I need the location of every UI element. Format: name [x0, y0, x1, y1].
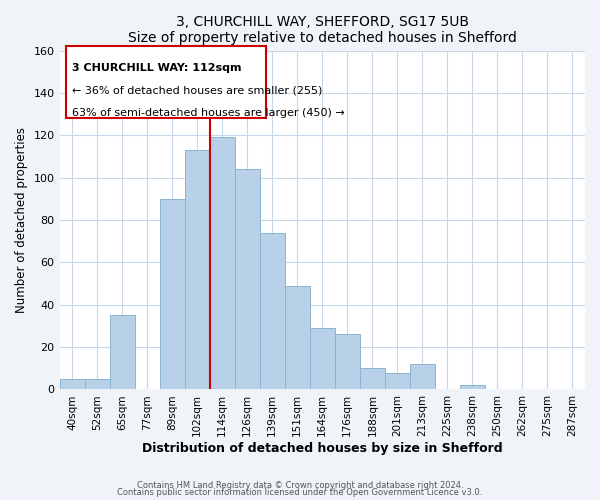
Y-axis label: Number of detached properties: Number of detached properties [15, 127, 28, 313]
Text: 63% of semi-detached houses are larger (450) →: 63% of semi-detached houses are larger (… [71, 108, 344, 118]
Bar [235, 169, 260, 390]
X-axis label: Distribution of detached houses by size in Shefford: Distribution of detached houses by size … [142, 442, 503, 455]
Bar [460, 385, 485, 390]
Bar [410, 364, 435, 390]
Bar [360, 368, 385, 390]
Text: Contains public sector information licensed under the Open Government Licence v3: Contains public sector information licen… [118, 488, 482, 497]
Bar [59, 379, 85, 390]
Bar [285, 286, 310, 390]
Bar [385, 372, 410, 390]
Bar [209, 138, 235, 390]
Bar [260, 232, 285, 390]
Bar [310, 328, 335, 390]
Bar [185, 150, 209, 390]
Text: ← 36% of detached houses are smaller (255): ← 36% of detached houses are smaller (25… [71, 86, 322, 96]
Bar [160, 199, 185, 390]
Text: 3 CHURCHILL WAY: 112sqm: 3 CHURCHILL WAY: 112sqm [71, 63, 241, 73]
Text: Contains HM Land Registry data © Crown copyright and database right 2024.: Contains HM Land Registry data © Crown c… [137, 480, 463, 490]
Bar [110, 316, 134, 390]
Bar [85, 379, 110, 390]
Title: 3, CHURCHILL WAY, SHEFFORD, SG17 5UB
Size of property relative to detached house: 3, CHURCHILL WAY, SHEFFORD, SG17 5UB Siz… [128, 15, 517, 45]
Bar [335, 334, 360, 390]
